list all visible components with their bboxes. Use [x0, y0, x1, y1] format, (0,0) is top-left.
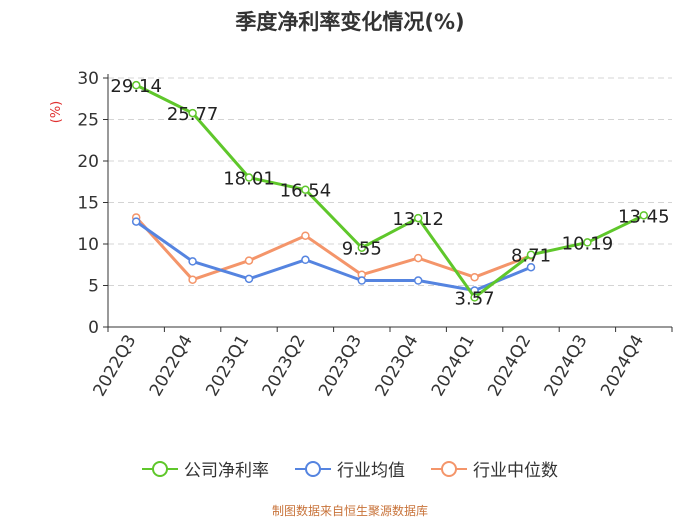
data-point	[301, 185, 310, 194]
y-tick-label: 20	[77, 152, 99, 172]
x-tick-label: 2024Q2	[484, 332, 535, 400]
series-line	[135, 220, 532, 292]
x-tick-label: 2023Q4	[371, 332, 422, 400]
legend-marker-icon	[142, 460, 178, 477]
data-point	[639, 211, 649, 220]
legend-label: 行业中位数	[473, 461, 558, 481]
data-label: 9.55	[342, 239, 382, 260]
y-tick-label: 10	[77, 235, 99, 255]
legend-item[interactable]: 行业均值	[295, 456, 405, 481]
data-point	[244, 173, 254, 182]
data-label: 3.57	[455, 288, 495, 309]
source-note: 制图数据来自恒生聚源数据库	[271, 504, 428, 518]
x-tick-label: 2024Q3	[541, 332, 592, 400]
data-point	[357, 276, 367, 285]
data-label: 18.01	[223, 169, 275, 190]
y-tick-label: 25	[77, 111, 99, 131]
data-label: 25.77	[167, 104, 219, 125]
y-tick-label: 0	[88, 318, 99, 338]
data-point	[413, 253, 423, 263]
data-point	[583, 238, 592, 247]
data-point	[413, 276, 423, 285]
series-line	[135, 216, 532, 282]
data-point	[188, 275, 197, 284]
data-point	[357, 243, 367, 252]
data-point	[470, 272, 479, 282]
data-label: 16.54	[280, 181, 332, 202]
data-point	[470, 293, 479, 302]
x-tick-label: 2022Q4	[146, 332, 197, 400]
legend: 公司净利率 行业均值 行业中位数	[0, 456, 700, 481]
data-point	[131, 80, 141, 90]
data-point	[188, 257, 197, 266]
chart-title: 季度净利率变化情况(%)	[235, 10, 465, 34]
legend-marker-icon	[431, 460, 467, 477]
data-label: 29.14	[110, 76, 162, 97]
data-point	[301, 255, 310, 265]
data-point	[413, 213, 423, 223]
x-tick-label: 2023Q2	[259, 332, 310, 400]
y-tick-label: 15	[77, 194, 99, 214]
data-point	[131, 217, 141, 226]
data-label: 10.19	[562, 233, 614, 254]
data-label: 13.45	[618, 206, 670, 227]
legend-item[interactable]: 公司净利率	[142, 456, 269, 481]
data-point	[188, 108, 197, 118]
x-tick-label: 2023Q3	[315, 332, 366, 400]
legend-label: 公司净利率	[184, 461, 269, 481]
y-tick-label: 5	[88, 277, 99, 297]
data-label: 13.12	[392, 209, 444, 230]
data-point	[244, 274, 254, 284]
y-axis-label: (%)	[49, 101, 64, 124]
x-tick-label: 2024Q4	[597, 332, 648, 400]
legend-item[interactable]: 行业中位数	[431, 456, 558, 481]
legend-label: 行业均值	[337, 461, 405, 481]
x-tick-label: 2024Q1	[428, 331, 479, 399]
x-tick-label: 2023Q1	[202, 332, 253, 400]
legend-marker-icon	[295, 460, 331, 477]
data-label: 8.71	[511, 246, 551, 267]
data-point	[526, 250, 536, 259]
data-point	[244, 256, 254, 265]
y-tick-label: 30	[77, 69, 99, 89]
series-line	[135, 83, 645, 299]
x-tick-label: 2022Q3	[89, 332, 140, 400]
data-point	[526, 262, 536, 272]
data-point	[301, 231, 310, 240]
